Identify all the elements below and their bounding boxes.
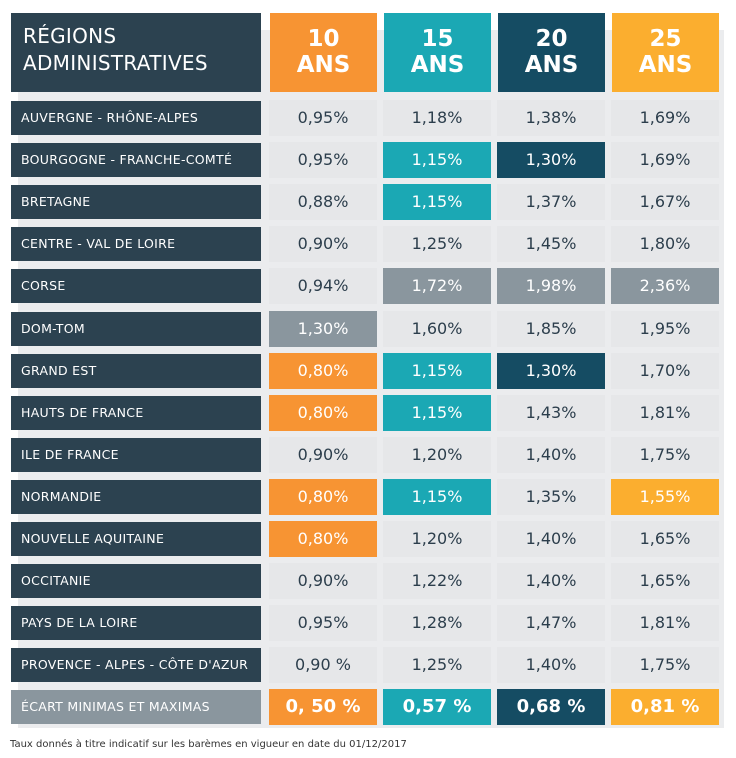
rate-cell: 1,20% (383, 521, 491, 557)
rate-cell: 1,15% (383, 184, 491, 221)
rate-cell: 0,80% (269, 352, 377, 389)
rate-cell: 1,75% (611, 436, 719, 473)
rate-cell: 1,67% (611, 184, 719, 221)
rate-cell: 1,40% (497, 521, 605, 557)
rate-cell: 1,28% (383, 605, 491, 642)
rate-cell: 1,25% (383, 647, 491, 684)
rate-cell: 1,40% (497, 647, 605, 684)
rate-cell: 1,98% (497, 268, 605, 305)
rate-cell: 1,35% (497, 478, 605, 515)
rate-cell: 0,88% (269, 184, 377, 221)
rate-cell: 0,80% (269, 394, 377, 431)
rate-cell: 0,90% (269, 436, 377, 473)
rate-cell: 1,75% (611, 647, 719, 684)
rate-cell: 0,95% (269, 605, 377, 642)
column-header-years: 15 (421, 26, 454, 52)
rate-cell: 1,60% (383, 310, 491, 347)
rate-cell: 2,36% (611, 268, 719, 305)
region-label: GRAND EST (11, 353, 261, 388)
rate-cell: 1,45% (497, 226, 605, 263)
rate-cell: 1,65% (611, 563, 719, 600)
region-label: HAUTS DE FRANCE (11, 395, 261, 430)
column-header-15-ans: 15 ANS (384, 13, 491, 92)
region-label: NOUVELLE AQUITAINE (11, 522, 261, 556)
column-header-years: 20 (535, 26, 568, 52)
rate-cell: 1,85% (497, 310, 605, 347)
rate-cell: 1,30% (497, 142, 605, 179)
column-header-years: 25 (649, 26, 682, 52)
spread-cell: 0, 50 % (269, 689, 377, 726)
rate-cell: 1,22% (383, 563, 491, 600)
column-header-unit: ANS (410, 52, 465, 78)
region-label: BRETAGNE (11, 185, 261, 220)
rate-cell: 1,43% (497, 394, 605, 431)
rate-cell: 0,80% (269, 521, 377, 557)
rate-cell: 0,90% (269, 226, 377, 263)
rate-cell: 1,55% (611, 478, 719, 515)
rate-cell: 1,65% (611, 521, 719, 557)
rate-cell: 1,30% (269, 310, 377, 347)
header-title-line2: ADMINISTRATIVES (23, 51, 208, 75)
spread-row-label: ÉCART MINIMAS ET MAXIMAS (11, 690, 261, 725)
spread-cell: 0,57 % (383, 689, 491, 726)
region-label: NORMANDIE (11, 479, 261, 514)
region-label: DOM-TOM (11, 311, 261, 346)
column-header-25-ans: 25 ANS (612, 13, 719, 92)
rate-cell: 0,95% (269, 100, 377, 136)
region-label: ILE DE FRANCE (11, 437, 261, 472)
footnote: Taux donnés à titre indicatif sur les ba… (10, 739, 407, 750)
rate-cell: 1,18% (383, 100, 491, 136)
rate-cell: 1,69% (611, 100, 719, 136)
region-label: PROVENCE - ALPES - CÔTE D'AZUR (11, 648, 261, 683)
rate-cell: 1,80% (611, 226, 719, 263)
rate-cell: 0,94% (269, 268, 377, 305)
spread-cell: 0,81 % (611, 689, 719, 726)
rate-cell: 0,90% (269, 563, 377, 600)
rate-cell: 1,15% (383, 478, 491, 515)
rate-cell: 1,81% (611, 605, 719, 642)
rate-cell: 1,40% (497, 563, 605, 600)
rate-cell: 0,90 % (269, 647, 377, 684)
rate-cell: 1,37% (497, 184, 605, 221)
rate-cell: 1,47% (497, 605, 605, 642)
spread-cell: 0,68 % (497, 689, 605, 726)
rate-cell: 1,69% (611, 142, 719, 179)
column-header-years: 10 (307, 26, 340, 52)
header-title-line1: RÉGIONS (23, 24, 117, 48)
region-label: OCCITANIE (11, 564, 261, 599)
region-label: CENTRE - VAL DE LOIRE (11, 227, 261, 262)
column-header-unit: ANS (524, 52, 579, 78)
rate-cell: 1,15% (383, 352, 491, 389)
rate-cell: 1,40% (497, 436, 605, 473)
rate-cell: 1,72% (383, 268, 491, 305)
rate-cell: 1,81% (611, 394, 719, 431)
column-header-unit: ANS (638, 52, 693, 78)
rate-cell: 1,15% (383, 142, 491, 179)
rate-cell: 0,80% (269, 478, 377, 515)
region-label: CORSE (11, 269, 261, 304)
rate-cell: 1,30% (497, 352, 605, 389)
rate-cell: 1,70% (611, 352, 719, 389)
column-header-unit: ANS (296, 52, 351, 78)
region-label: BOURGOGNE - FRANCHE-COMTÉ (11, 143, 261, 178)
rate-cell: 1,95% (611, 310, 719, 347)
rate-cell: 1,38% (497, 100, 605, 136)
column-header-20-ans: 20 ANS (498, 13, 605, 92)
region-label: PAYS DE LA LOIRE (11, 606, 261, 641)
rate-cell: 1,15% (383, 394, 491, 431)
column-header-10-ans: 10 ANS (270, 13, 377, 92)
regions-header: RÉGIONS ADMINISTRATIVES (11, 13, 261, 92)
rate-cell: 1,20% (383, 436, 491, 473)
rate-cell: 1,25% (383, 226, 491, 263)
region-label: AUVERGNE - RHÔNE-ALPES (11, 101, 261, 135)
rate-cell: 0,95% (269, 142, 377, 179)
